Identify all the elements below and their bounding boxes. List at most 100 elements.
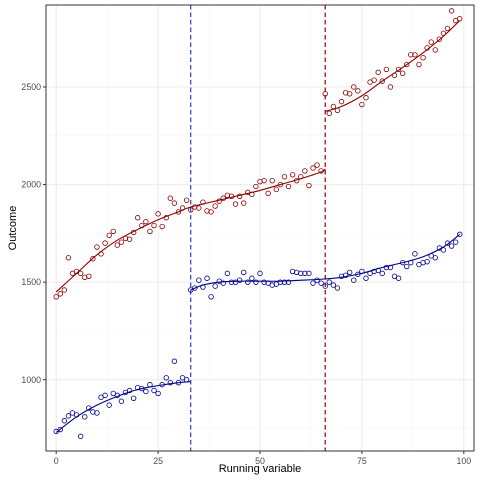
data-point [240,269,247,276]
data-point [387,264,394,271]
data-point [371,77,377,83]
data-points [53,8,463,440]
data-point [298,174,304,180]
data-point [375,69,381,76]
data-point [143,218,149,225]
data-point [257,270,263,277]
data-point [196,277,202,283]
data-point [163,215,169,221]
data-point [106,402,112,408]
data-point [363,275,369,281]
data-point [208,294,214,300]
data-point [192,285,198,291]
x-tick-label: 100 [456,456,471,466]
data-point [404,263,410,270]
data-point [338,98,345,105]
data-point [314,162,320,168]
data-point [159,381,165,388]
data-point [261,177,267,184]
data-point [351,84,357,90]
data-point [440,30,447,37]
data-point [61,287,68,293]
data-point [326,110,332,117]
data-point [212,203,218,209]
data-point [342,272,349,279]
data-point [318,280,324,286]
data-point [412,52,418,58]
data-point [375,267,381,274]
data-point [159,223,165,230]
data-point [379,270,385,277]
data-point [285,279,292,285]
x-tick-label: 0 [54,456,59,466]
data-point [448,243,455,249]
data-point [436,36,443,42]
data-point [306,182,312,189]
y-tick-label: 1000 [21,375,41,385]
data-point [383,264,390,271]
data-point [310,165,316,171]
data-point [240,200,247,206]
data-point [404,61,410,68]
data-point [440,247,447,253]
data-point [346,91,353,97]
data-point [65,255,72,261]
data-point [212,283,218,289]
data-point [90,256,96,262]
data-point [98,251,104,257]
data-point [395,275,402,281]
y-tick-label: 2000 [21,180,41,190]
fit-line [55,168,326,293]
x-tick-label: 25 [153,456,163,466]
data-point [167,195,174,201]
data-point [351,277,357,283]
data-point [355,271,361,278]
data-point [208,209,214,215]
data-point [444,25,451,32]
data-point [139,222,145,229]
data-point [135,215,141,221]
data-point [228,279,235,285]
data-point [391,72,398,78]
data-point [61,418,68,424]
data-point [57,426,63,433]
data-point [457,15,463,22]
data-point [245,279,251,285]
axes: 0 25 50 75 100 1000 1500 2000 2500 [21,82,471,466]
data-point [281,174,288,180]
data-point [416,61,422,68]
data-point [359,268,365,275]
data-point [302,168,308,174]
data-point [318,168,324,174]
data-point [277,279,284,285]
data-point [302,270,308,277]
data-point [77,270,84,277]
data-point [334,285,341,291]
data-point [432,47,438,53]
data-point [408,259,414,266]
data-point [326,279,332,285]
data-point [171,358,178,364]
data-point [298,270,304,277]
data-point [310,280,316,286]
data-point [379,78,385,84]
data-point [167,379,174,386]
data-point [188,207,194,213]
data-point [73,412,80,418]
data-point [114,392,121,399]
x-tick-label: 50 [255,456,265,466]
y-tick-label: 2500 [21,82,41,92]
data-point [175,379,182,386]
data-point [457,231,463,238]
data-point [232,201,239,207]
data-point [249,275,255,281]
data-point [126,236,133,242]
data-point [200,284,206,290]
data-point [94,410,100,416]
data-point [171,200,178,206]
data-point [118,398,125,404]
data-point [82,414,88,420]
data-point [126,387,133,394]
data-point [110,228,116,235]
